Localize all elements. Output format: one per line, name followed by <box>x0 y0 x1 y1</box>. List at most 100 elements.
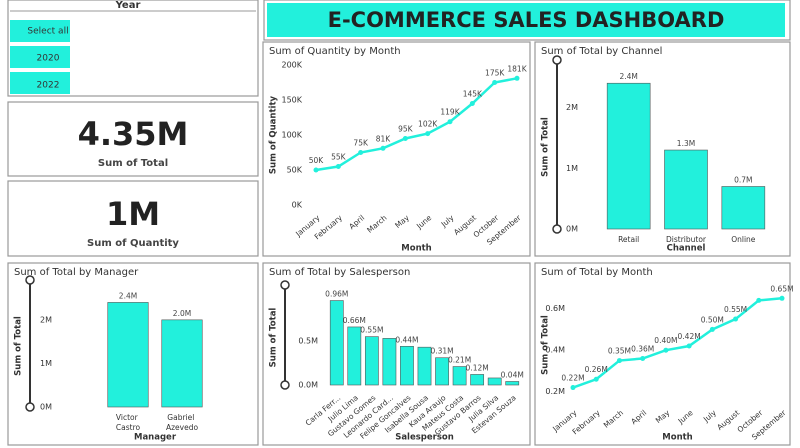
data-label: 0.96M <box>325 290 348 299</box>
point <box>514 75 520 81</box>
point <box>663 347 669 353</box>
card-value: 1M <box>106 195 160 233</box>
point <box>756 297 762 303</box>
bar <box>487 377 502 386</box>
data-label: 55K <box>331 153 347 162</box>
line <box>315 77 518 172</box>
bar <box>452 366 467 386</box>
slicer-item-bg[interactable] <box>10 72 70 94</box>
y-tick-label: 100K <box>281 131 302 140</box>
y-tick-label: 0K <box>292 201 303 210</box>
bar <box>400 345 414 386</box>
bar <box>161 319 203 408</box>
bar <box>364 336 379 386</box>
y-tick-label: 200K <box>281 61 302 70</box>
bar <box>347 326 362 386</box>
point <box>358 150 364 155</box>
y-tick-label: 2M <box>566 103 578 112</box>
card-panel <box>7 101 259 177</box>
point <box>640 355 646 361</box>
data-label: 0.31M <box>430 347 453 356</box>
bar <box>664 149 708 230</box>
point <box>447 119 453 125</box>
point <box>313 167 319 173</box>
data-label: 0.7M <box>734 175 752 184</box>
chart-panel <box>262 262 531 446</box>
y-tick-label: 0.5M <box>298 337 318 346</box>
x-tick-label: Victor Castro <box>116 413 141 432</box>
data-label: 0.44M <box>395 335 418 344</box>
slicer-item[interactable]: 2022 <box>37 81 60 91</box>
data-label: 50K <box>309 156 325 165</box>
card-panel <box>7 180 259 257</box>
data-label: 0.65M <box>770 284 793 293</box>
data-label: 2.4M <box>119 291 137 300</box>
x-tick-label: Online <box>731 235 756 244</box>
data-label: 145K <box>463 90 483 99</box>
data-label: 181K <box>507 64 527 73</box>
y-axis-label: Sum of Quantity <box>269 95 279 174</box>
bar <box>329 300 344 386</box>
y-axis-label: Sum of Total <box>541 117 551 177</box>
y-axis-label: Sum of Total <box>541 315 551 375</box>
card-label: Sum of Total <box>98 158 168 169</box>
data-label: 0.66M <box>343 316 366 325</box>
slider-handle <box>25 402 35 412</box>
point <box>616 358 622 364</box>
data-label: 2.0M <box>173 309 191 318</box>
y-axis-label: Sum of Total <box>269 308 279 368</box>
slicer-item-bg[interactable] <box>10 46 70 68</box>
slider-handle <box>552 55 562 65</box>
y-tick-label: 0.0M <box>298 381 318 390</box>
slicer-item-bg[interactable] <box>10 20 70 42</box>
data-label: 1.3M <box>677 139 695 148</box>
data-label: 0.12M <box>466 363 489 372</box>
header-bg <box>267 3 785 37</box>
data-label: 0.40M <box>654 336 677 345</box>
y-tick-label: 2M <box>40 315 52 324</box>
point <box>686 343 692 349</box>
x-tick-label: Retail <box>618 235 639 244</box>
point <box>593 376 599 382</box>
chart-title: Sum of Quantity by Month <box>269 46 401 57</box>
y-tick-label: 0.2M <box>545 387 565 396</box>
data-label: 0.26M <box>585 365 608 374</box>
chart-panel <box>262 41 531 257</box>
y-tick-label: 50K <box>287 166 303 175</box>
y-axis-label: Sum of Total <box>14 316 24 376</box>
bar <box>721 186 766 230</box>
y-tick-label: 0M <box>566 225 578 234</box>
card-label: Sum of Quantity <box>87 238 179 249</box>
point <box>469 101 475 106</box>
bar <box>505 381 520 386</box>
point <box>425 131 431 137</box>
header-title: E-COMMERCE SALES DASHBOARD <box>328 8 725 32</box>
point <box>733 316 739 322</box>
x-axis-label: Month <box>401 244 431 254</box>
line <box>572 297 783 389</box>
slider-handle <box>280 280 290 290</box>
bar <box>470 374 485 386</box>
point <box>570 385 576 391</box>
data-label: 0.55M <box>724 305 747 314</box>
point <box>380 145 386 151</box>
data-label: 0.55M <box>360 326 383 335</box>
chart-panel <box>534 262 791 446</box>
bar <box>606 82 651 230</box>
x-axis-label: Channel <box>667 244 706 254</box>
data-label: 0.36M <box>631 344 654 353</box>
chart-title: Sum of Total by Month <box>541 267 653 278</box>
data-label: 0.22M <box>561 374 584 383</box>
slicer-item[interactable]: 2020 <box>37 54 60 64</box>
data-label: 95K <box>398 125 414 134</box>
chart-title: Sum of Total by Channel <box>541 46 662 57</box>
y-tick-label: 0.4M <box>545 346 565 355</box>
slider-handle <box>280 380 290 390</box>
y-tick-label: 0M <box>40 403 52 412</box>
data-label: 0.04M <box>501 370 524 379</box>
data-label: 102K <box>418 120 438 129</box>
slicer-item[interactable]: Select all <box>27 27 68 37</box>
point <box>709 326 715 332</box>
slider-handle <box>552 224 562 234</box>
